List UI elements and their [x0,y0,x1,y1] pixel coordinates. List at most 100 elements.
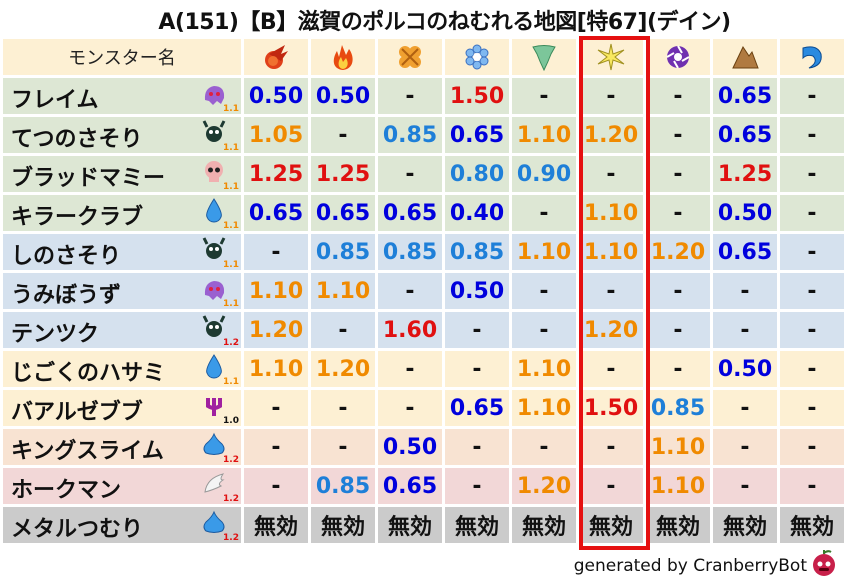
resistance-value: 0.50 [244,78,308,114]
resistance-value: 0.65 [713,234,777,270]
monster-name: てつのさそり [11,127,143,152]
resistance-value: - [378,273,442,309]
monster-level: 1.2 [223,338,239,348]
monster-name: テンツク [11,322,100,347]
resistance-value: 0.85 [311,468,375,504]
monster-name-cell: キラークラブ 1.1 [3,195,241,231]
resistance-value: - [780,156,844,192]
resistance-value: 0.65 [445,390,509,426]
header-element-0 [244,39,308,75]
resistance-value: 無効 [378,507,442,543]
resistance-value: - [445,468,509,504]
resistance-value: 0.85 [311,234,375,270]
page-title: A(151)【B】滋賀のポルコのねむれる地図[特67](デイン) [158,10,731,35]
monster-name: ブラッドマミー [11,166,166,191]
resistance-value: - [646,273,710,309]
table-row: メタルつむり 1.2 無効 無効 無効 無効 無効 無効 無効 無効 無効 [3,507,844,543]
resistance-value: 0.65 [311,195,375,231]
table-row: うみぼうず 1.1 1.10 1.10-0.50- - - - - [3,273,844,309]
resistance-value: - [780,195,844,231]
resistance-value: 0.65 [445,117,509,153]
flame-icon [333,45,353,70]
explosion-icon [399,46,421,68]
table-row: ホークマン 1.2-0.85 0.65-1.20-1.10- - [3,468,844,504]
wind-icon [532,45,556,72]
highlight-column-box [579,36,650,550]
resistance-value: - [780,468,844,504]
resistance-value: - [512,273,576,309]
monster-name-cell: キングスライム 1.2 [3,429,241,465]
resistance-value: - [579,351,643,387]
header-element-7 [713,39,777,75]
header-element-8 [780,39,844,75]
resistance-value: - [244,429,308,465]
resistance-value: 0.85 [378,234,442,270]
monster-bug-icon [202,237,226,259]
resistance-value: 0.65 [378,468,442,504]
resistance-value: 1.20 [579,117,643,153]
resistance-value: - [780,390,844,426]
monster-level: 1.1 [223,143,239,153]
monster-name-cell: うみぼうず 1.1 [3,273,241,309]
resistance-value: - [713,429,777,465]
resistance-value: - [378,78,442,114]
resistance-value: 0.65 [713,117,777,153]
resistance-value: 1.20 [244,312,308,348]
monster-name-cell: ホークマン 1.2 [3,468,241,504]
table-row: ブラッドマミー 1.1 1.25 1.25-0.80 0.90- -1.25- [3,156,844,192]
table-row: フレイム 1.1 0.50 0.50-1.50- - -0.65- [3,78,844,114]
resistance-value: 1.25 [311,156,375,192]
monster-name: しのさそり [11,244,122,269]
monster-level: 1.1 [223,260,239,270]
table-row: テンツク 1.2 1.20-1.60- -1.20- - - [3,312,844,348]
resistance-value: 1.50 [579,390,643,426]
resistance-value: 0.85 [646,390,710,426]
resistance-value: - [512,78,576,114]
monster-level: 1.1 [223,377,239,387]
resistance-value: 1.10 [512,234,576,270]
monster-name-cell: テンツク 1.2 [3,312,241,348]
resistance-value: - [713,312,777,348]
resistance-value: 0.80 [445,156,509,192]
resistance-value: - [445,429,509,465]
resistance-value: 1.10 [579,234,643,270]
monster-name: メタルつむり [11,517,144,542]
monster-level: 1.1 [223,299,239,309]
resistance-value: 1.20 [646,234,710,270]
resistance-value: - [244,390,308,426]
resistance-value: - [579,429,643,465]
resistance-value: 1.10 [646,468,710,504]
header-element-1 [311,39,375,75]
resistance-value: - [445,351,509,387]
monster-level: 1.1 [223,221,239,231]
monster-name-cell: じごくのハサミ 1.1 [3,351,241,387]
resistance-table: モンスター名 フレイム 1.1 0.50 0.50-1.50- - -0.65- てつのさそ… [0,36,847,546]
resistance-value: 0.50 [713,195,777,231]
resistance-value: 無効 [713,507,777,543]
table-row: てつのさそり 1.1 1.05-0.85 0.65 1.10 1.20-0.65- [3,117,844,153]
resistance-value: - [646,78,710,114]
monster-bug-icon [202,315,226,337]
resistance-value: - [713,468,777,504]
monster-level: 1.0 [223,416,239,426]
resistance-value: - [244,234,308,270]
resistance-value: 1.20 [579,312,643,348]
resistance-value: 0.85 [378,117,442,153]
header-element-6 [646,39,710,75]
monster-name: じごくのハサミ [11,361,166,386]
resistance-value: - [713,273,777,309]
monster-name: バアルゼブブ [11,400,143,425]
resistance-value: - [579,468,643,504]
monster-skull-icon [205,161,223,182]
water-icon [802,46,822,69]
resistance-value: - [311,312,375,348]
resistance-value: - [244,468,308,504]
monster-trident-icon [206,398,222,416]
resistance-value: - [579,273,643,309]
light-icon [597,43,625,71]
header-row: モンスター名 [3,39,844,75]
monster-drop-icon [206,198,222,223]
resistance-value: - [378,390,442,426]
resistance-value: 1.25 [244,156,308,192]
header-element-4 [512,39,576,75]
